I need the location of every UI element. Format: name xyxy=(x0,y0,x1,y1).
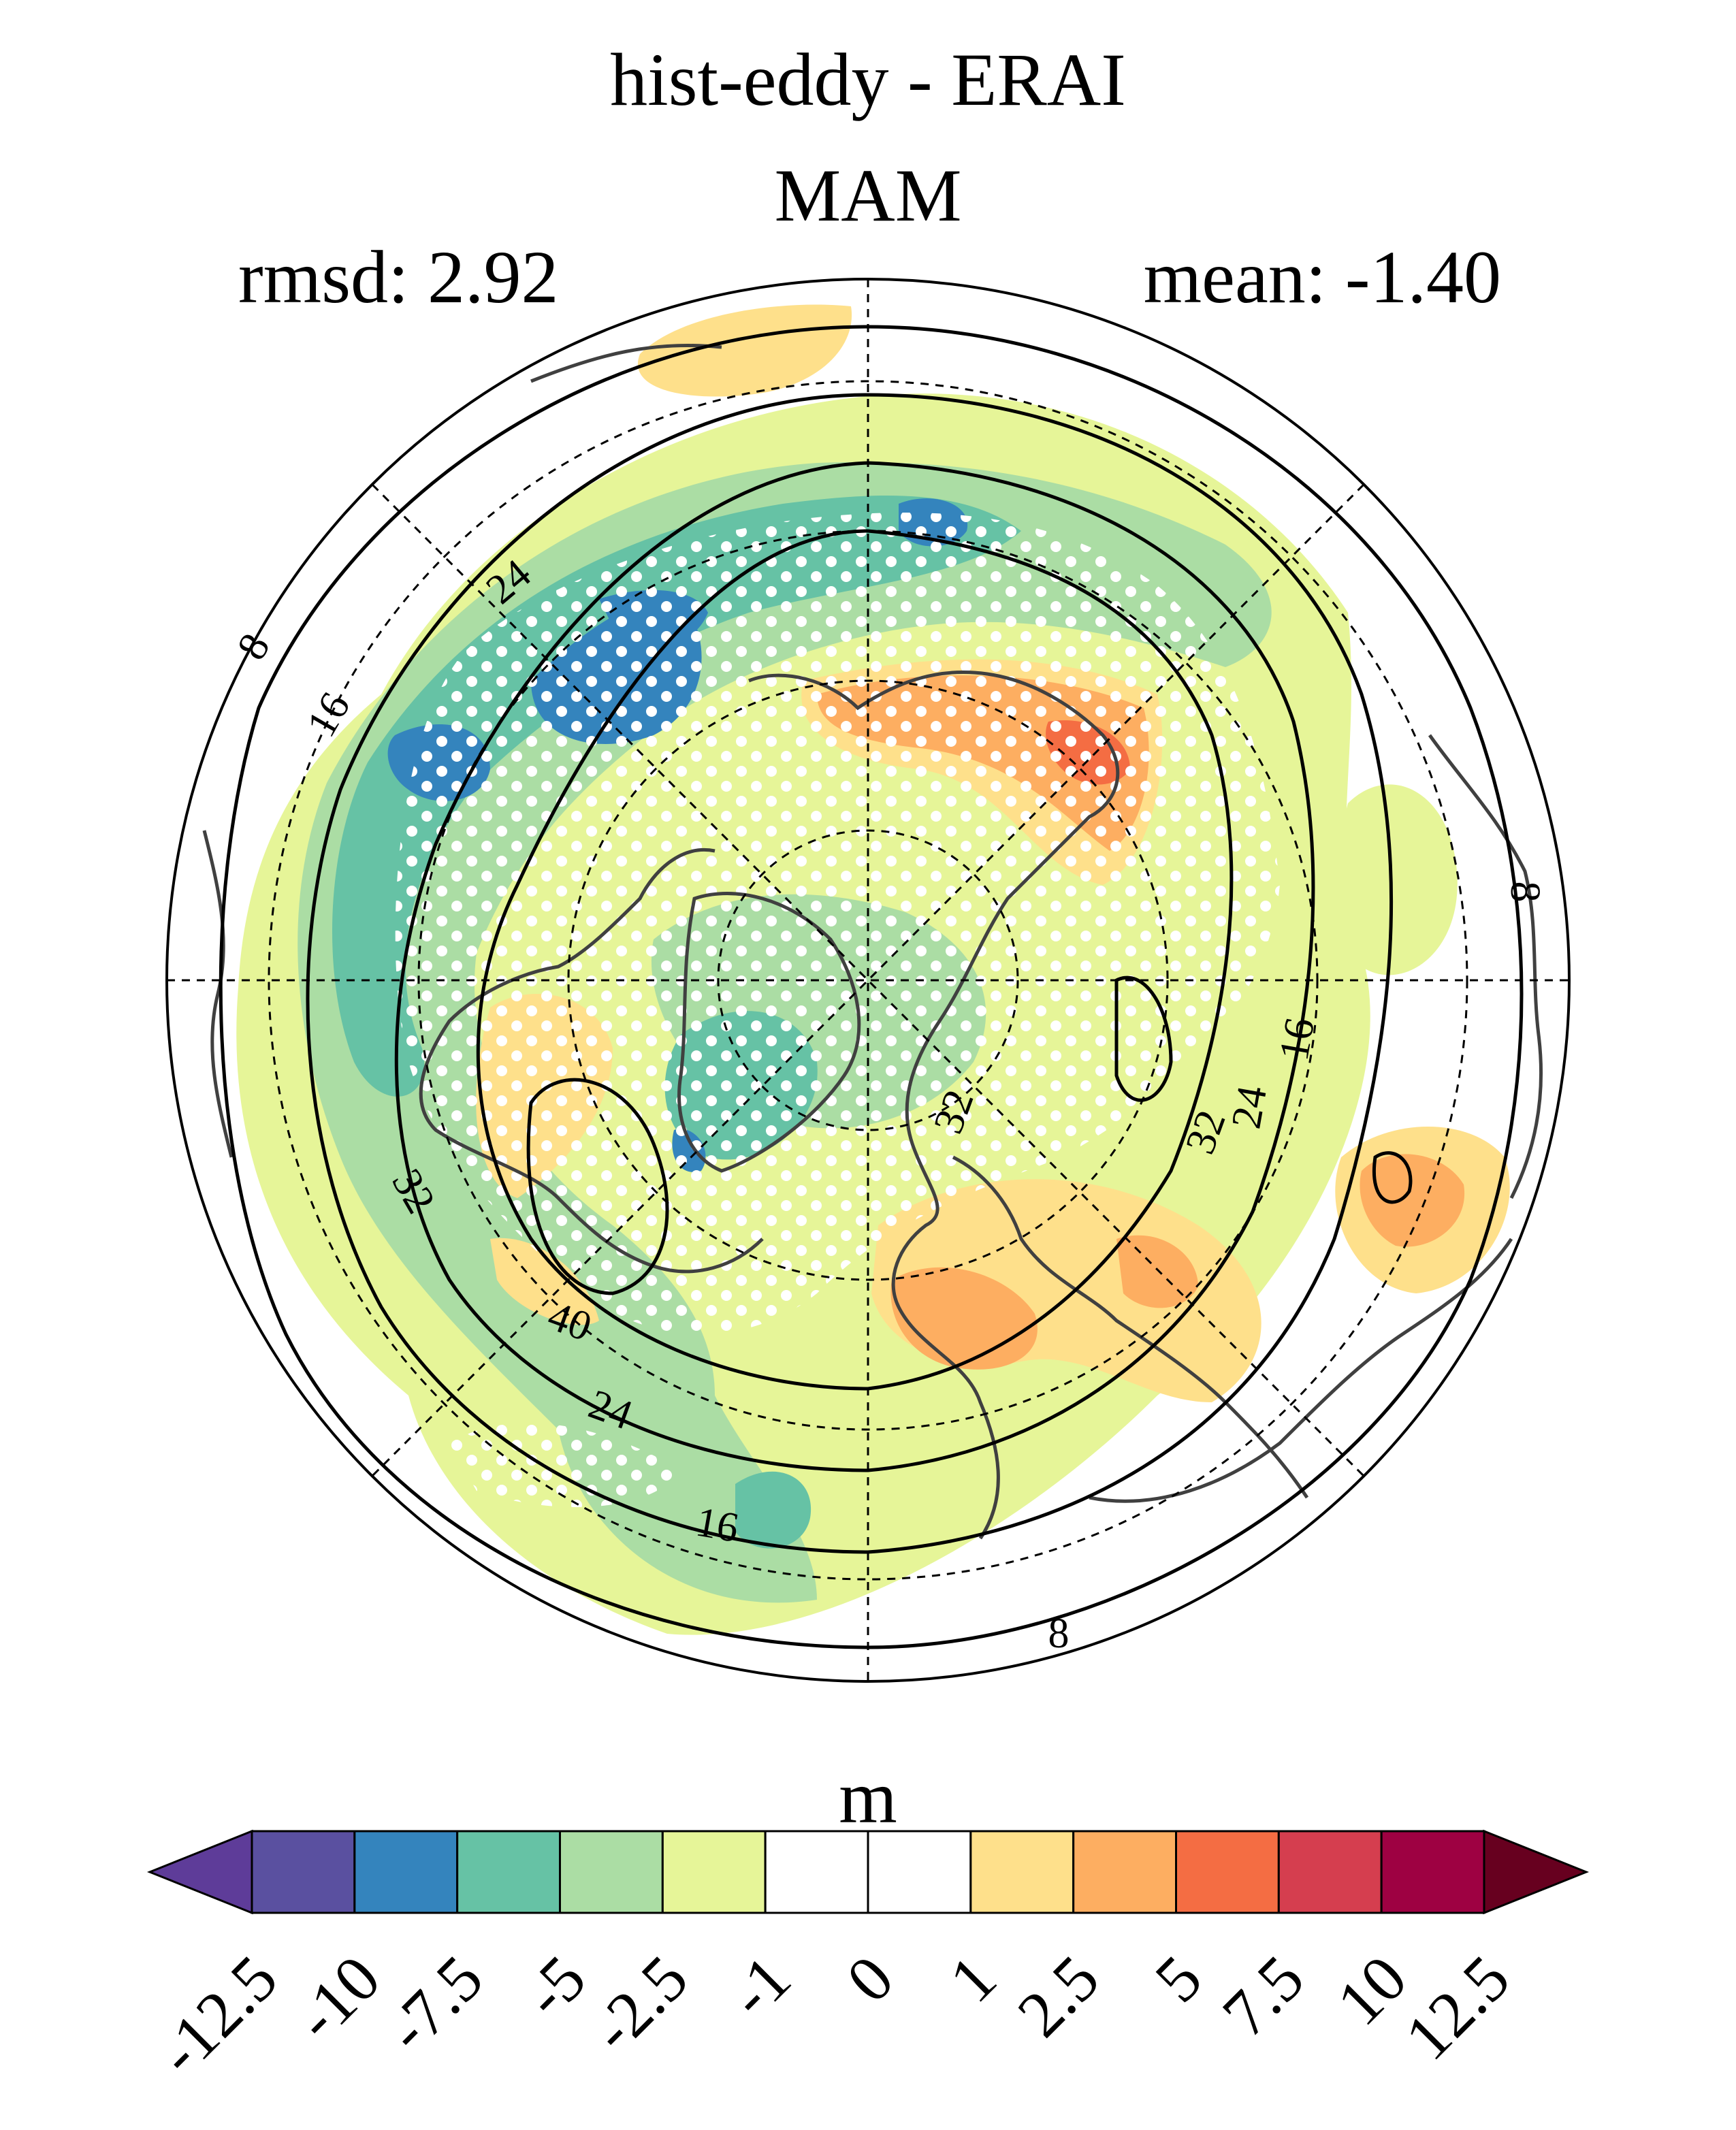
colorbar-box xyxy=(1277,1830,1383,1914)
colorbar-box xyxy=(251,1830,356,1914)
colorbar-box xyxy=(353,1830,459,1914)
colorbar-extend-high xyxy=(1483,1829,1590,1915)
colorbar-box xyxy=(969,1830,1075,1914)
coastlines xyxy=(202,343,1543,1540)
colorbar-units-label: m xyxy=(839,1756,897,1839)
colorbar-box xyxy=(1072,1830,1177,1914)
map-subtitle-season: MAM xyxy=(774,154,962,237)
contour-label: 16 xyxy=(692,1498,742,1551)
colorbar-box xyxy=(1175,1830,1280,1914)
colorbar-box xyxy=(867,1830,972,1914)
colorbar-extend-low xyxy=(146,1829,253,1915)
colorbar-box xyxy=(661,1830,767,1914)
anomaly-region-minus1-east xyxy=(1338,784,1458,975)
anomaly-region-plus2-5-east xyxy=(1360,1154,1465,1247)
significance-stippling-south xyxy=(449,1423,681,1507)
graticule xyxy=(167,279,1569,1681)
anomaly-region-minus5-atlantic xyxy=(735,1471,811,1549)
colorbar-box xyxy=(559,1830,664,1914)
map-title: hist-eddy - ERAI xyxy=(610,38,1126,121)
colorbar-box xyxy=(764,1830,869,1914)
polar-stereographic-map: 8 16 24 32 40 24 16 8 16 24 32 32 8 xyxy=(165,278,1571,1683)
contour-label: 8 xyxy=(1502,882,1548,903)
rmsd-label: rmsd: 2.92 xyxy=(238,236,559,319)
colorbar-box xyxy=(456,1830,562,1914)
mean-label: mean: -1.40 xyxy=(1143,236,1501,319)
contour-label: 16 xyxy=(1270,1014,1323,1064)
climatology-contours xyxy=(219,325,1524,1649)
significance-stippling xyxy=(395,513,1281,1334)
contour-label: 24 xyxy=(1223,1082,1276,1132)
colorbar-box xyxy=(1380,1830,1485,1914)
contour-label: 8 xyxy=(1048,1611,1070,1657)
anomaly-region-plus1-top xyxy=(637,304,852,397)
